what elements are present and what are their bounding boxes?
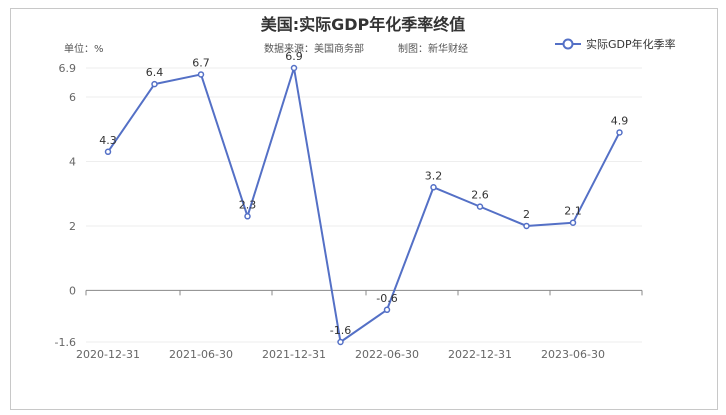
data-label: -1.6 [330, 324, 351, 337]
series-layer [104, 64, 623, 346]
data-label: 4.9 [611, 114, 629, 127]
axes: -1.6 0 2 4 6 6.9 2020-12-31 2021-06-30 2021-12-3… [55, 62, 643, 361]
y-tick-label: 6 [69, 91, 76, 104]
data-point [430, 184, 437, 191]
x-tick-label: 2022-06-30 [355, 348, 419, 361]
y-tick-label: -1.6 [55, 336, 76, 349]
data-label: -0.6 [376, 292, 397, 305]
data-labels: 4.3 6.4 6.7 2.3 6.9 -1.6 -0.6 3.2 2.6 2 2.1 4.9 [99, 50, 628, 337]
data-label: 2.3 [239, 198, 257, 211]
y-tick-label: 0 [69, 284, 76, 297]
data-point [337, 338, 344, 346]
data-source-label: 数据来源：美国商务部 [264, 42, 364, 55]
data-point [616, 129, 623, 136]
series-line [107, 67, 621, 343]
data-label: 6.4 [146, 66, 164, 79]
data-label: 6.9 [285, 50, 303, 63]
data-point [104, 148, 112, 156]
data-point [383, 306, 391, 314]
data-label: 2.1 [564, 205, 582, 218]
unit-label: 单位：% [64, 42, 104, 55]
legend-label: 实际GDP年化季率 [586, 37, 676, 51]
x-tick-label: 2021-12-31 [262, 348, 326, 361]
data-point [290, 64, 298, 72]
y-tick-label: 6.9 [59, 62, 77, 75]
data-point [569, 219, 577, 226]
data-point [523, 222, 530, 230]
data-point [476, 203, 484, 210]
chart-border [10, 8, 718, 410]
data-label: 3.2 [425, 169, 443, 182]
chart-title: 美国:实际GDP年化季率终值 [261, 15, 466, 34]
data-point [244, 213, 251, 220]
y-tick-label: 2 [69, 220, 76, 233]
legend[interactable]: 实际GDP年化季率 [555, 37, 676, 51]
producer-label: 制图：新华财经 [398, 42, 468, 55]
x-tick-label: 2023-06-30 [541, 348, 605, 361]
data-label: 2.6 [471, 189, 489, 202]
y-tick-label: 4 [69, 155, 76, 168]
data-point [151, 80, 158, 88]
x-tick-label: 2022-12-31 [448, 348, 512, 361]
legend-marker-icon [562, 38, 574, 50]
x-tick-label: 2021-06-30 [169, 348, 233, 361]
x-tick-label: 2020-12-31 [76, 348, 140, 361]
data-label: 6.7 [192, 56, 210, 69]
grid-lines [86, 67, 642, 343]
data-label: 2 [523, 208, 530, 221]
data-point [197, 71, 205, 78]
data-label: 4.3 [99, 134, 117, 147]
